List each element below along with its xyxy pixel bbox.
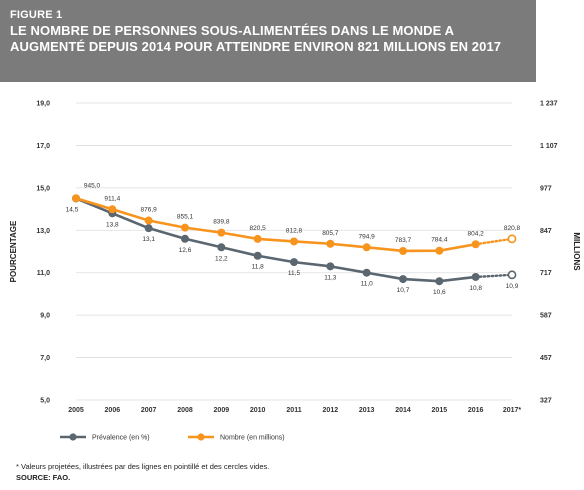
data-label: 10,6 bbox=[433, 289, 446, 296]
data-label: 820,8 bbox=[504, 225, 521, 232]
data-label: 13,1 bbox=[142, 236, 155, 243]
data-point bbox=[217, 228, 226, 237]
data-label: 783,7 bbox=[395, 237, 412, 244]
x-tick-label: 2012 bbox=[323, 407, 339, 414]
y-right-tick-label: 717 bbox=[540, 270, 552, 277]
y-left-tick-label: 13,0 bbox=[36, 228, 50, 235]
data-label: 855,1 bbox=[177, 214, 194, 221]
data-point bbox=[253, 234, 262, 243]
y-right-tick-label: 457 bbox=[540, 355, 552, 362]
data-label: 820,5 bbox=[250, 225, 267, 232]
data-point bbox=[399, 275, 407, 284]
data-label: 10,9 bbox=[506, 283, 519, 290]
footnote: * Valeurs projetées, illustrées par des … bbox=[16, 462, 270, 471]
data-point bbox=[326, 239, 335, 248]
x-tick-label: 2017* bbox=[503, 407, 522, 414]
figure-title: LE NOMBRE DE PERSONNES SOUS-ALIMENTÉES D… bbox=[10, 23, 502, 54]
x-tick-label: 2013 bbox=[359, 407, 375, 414]
data-point bbox=[108, 205, 117, 214]
figure-header: FIGURE 1 LE NOMBRE DE PERSONNES SOUS-ALI… bbox=[0, 0, 536, 82]
data-point bbox=[471, 272, 480, 281]
data-point bbox=[217, 243, 226, 252]
x-tick-label: 2005 bbox=[68, 407, 84, 414]
data-point bbox=[362, 243, 371, 252]
data-label: 11,3 bbox=[324, 274, 337, 281]
data-label: 911,4 bbox=[104, 195, 120, 202]
data-point bbox=[290, 258, 298, 267]
x-tick-label: 2008 bbox=[177, 407, 193, 414]
data-point bbox=[253, 251, 262, 260]
data-point bbox=[326, 262, 335, 271]
legend-marker bbox=[197, 433, 205, 441]
data-point bbox=[507, 270, 517, 280]
data-label: 876,9 bbox=[141, 207, 158, 214]
data-label: 945,0 bbox=[84, 182, 101, 189]
data-point bbox=[507, 234, 517, 244]
x-tick-label: 2010 bbox=[250, 407, 266, 414]
data-point bbox=[144, 216, 153, 225]
data-label: 11,0 bbox=[361, 281, 374, 288]
y-left-tick-label: 19,0 bbox=[36, 101, 50, 108]
data-label: 839,8 bbox=[213, 219, 230, 226]
legend-marker bbox=[69, 433, 77, 441]
data-label: 13,8 bbox=[106, 221, 119, 228]
data-label: 14,5 bbox=[66, 206, 79, 213]
source-note: SOURCE: FAO. bbox=[16, 473, 71, 482]
x-tick-label: 2006 bbox=[105, 407, 121, 414]
data-label: 12,2 bbox=[215, 255, 228, 262]
figure-label: FIGURE 1 bbox=[10, 9, 63, 21]
y-right-tick-label: 587 bbox=[540, 313, 552, 320]
legend-label: Prévalence (en %) bbox=[92, 435, 150, 442]
data-label: 784,4 bbox=[431, 237, 448, 244]
data-label: 12,6 bbox=[179, 247, 192, 254]
y-right-tick-label: 1 107 bbox=[540, 143, 558, 150]
data-point bbox=[181, 223, 189, 232]
data-point bbox=[181, 234, 189, 243]
data-point bbox=[471, 240, 480, 249]
series-line-projected bbox=[474, 273, 514, 279]
data-label: 11,8 bbox=[252, 264, 265, 271]
series-line bbox=[75, 197, 476, 283]
x-tick-label: 2015 bbox=[432, 407, 448, 414]
data-point bbox=[435, 246, 444, 255]
y-left-tick-label: 7,0 bbox=[40, 355, 50, 362]
data-point bbox=[72, 194, 80, 203]
data-point bbox=[290, 237, 298, 246]
y-right-tick-label: 1 237 bbox=[540, 101, 558, 108]
x-tick-label: 2007 bbox=[141, 407, 157, 414]
legend-label: Nombre (en millions) bbox=[220, 435, 285, 442]
data-label: 812,8 bbox=[286, 227, 303, 234]
y-left-tick-label: 17,0 bbox=[36, 143, 50, 150]
series-line-projected bbox=[474, 237, 514, 246]
y-right-tick-label: 327 bbox=[540, 398, 552, 405]
data-label: 10,7 bbox=[397, 287, 410, 294]
data-label: 805,7 bbox=[322, 230, 339, 237]
x-tick-label: 2011 bbox=[286, 407, 301, 414]
data-label: 11,5 bbox=[288, 270, 301, 277]
data-point bbox=[399, 246, 407, 255]
y-right-tick-label: 977 bbox=[540, 185, 552, 192]
data-point bbox=[144, 224, 153, 233]
y-right-tick-label: 847 bbox=[540, 228, 552, 235]
y-left-tick-label: 9,0 bbox=[40, 313, 50, 320]
data-label: 794,9 bbox=[359, 233, 376, 240]
y-left-tick-label: 11,0 bbox=[37, 270, 50, 277]
series-line bbox=[75, 197, 476, 253]
x-tick-label: 2014 bbox=[395, 407, 411, 414]
x-tick-label: 2016 bbox=[468, 407, 484, 414]
y-left-axis-title: POURCENTAGE bbox=[9, 220, 18, 282]
data-label: 804,2 bbox=[468, 230, 485, 237]
x-tick-label: 2009 bbox=[214, 407, 230, 414]
y-left-tick-label: 5,0 bbox=[40, 398, 50, 405]
data-label: 10,8 bbox=[469, 285, 482, 292]
y-right-axis-title: MILLIONS bbox=[572, 232, 581, 271]
y-left-tick-label: 15,0 bbox=[36, 185, 50, 192]
data-point bbox=[362, 268, 371, 277]
data-point bbox=[435, 277, 444, 286]
